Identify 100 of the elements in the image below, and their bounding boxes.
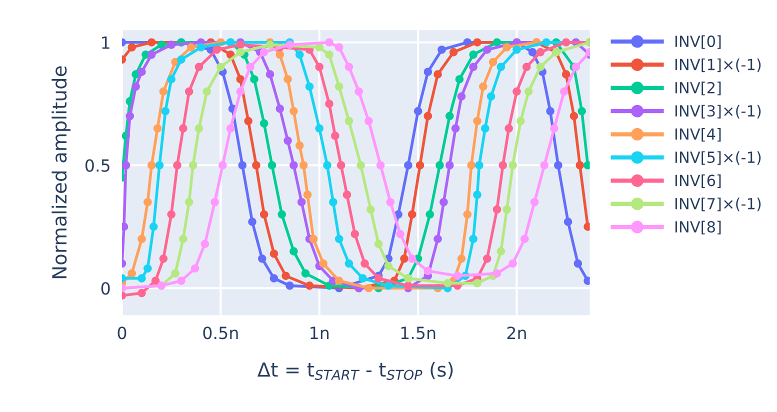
point	[161, 107, 170, 116]
point	[457, 92, 466, 101]
point	[436, 161, 444, 170]
point	[138, 68, 146, 76]
point	[171, 269, 180, 278]
point	[159, 254, 168, 263]
point	[480, 124, 490, 133]
y-axis-title: Normalized amplitude	[52, 66, 70, 278]
x-tick-label: 2n	[507, 326, 526, 339]
point	[325, 50, 334, 59]
legend-label: INV[8]	[675, 220, 721, 234]
legend-label: INV[5]×(-1)	[675, 151, 761, 165]
point	[554, 161, 562, 170]
point	[404, 282, 412, 290]
point	[334, 43, 344, 52]
point	[396, 230, 404, 238]
legend-label: INV[3]×(-1)	[675, 104, 761, 118]
point	[244, 116, 252, 126]
point	[138, 288, 146, 298]
point	[364, 116, 373, 126]
point	[276, 50, 284, 59]
point	[570, 112, 578, 120]
point	[560, 87, 568, 96]
point	[330, 132, 340, 140]
legend-label: INV[4]	[675, 128, 721, 142]
point	[157, 40, 166, 49]
point	[576, 161, 584, 170]
point	[492, 38, 502, 47]
point	[238, 161, 247, 170]
point	[562, 70, 570, 78]
point	[216, 62, 225, 72]
point	[290, 161, 298, 170]
point	[270, 274, 278, 282]
point	[408, 254, 416, 263]
point	[438, 46, 446, 54]
point	[408, 210, 416, 219]
point	[184, 198, 194, 206]
point	[177, 55, 186, 64]
point	[492, 205, 502, 214]
point	[449, 48, 458, 56]
point	[190, 264, 200, 273]
point	[469, 62, 478, 72]
point	[258, 254, 266, 263]
point	[179, 234, 188, 244]
point	[455, 75, 464, 84]
point	[508, 161, 517, 170]
legend-label: INV[0]	[675, 35, 721, 49]
y-tick-label: 0.5	[85, 159, 110, 172]
point	[155, 161, 164, 170]
point	[301, 269, 310, 278]
point	[315, 124, 324, 133]
point	[236, 40, 245, 49]
point	[315, 43, 324, 52]
point	[315, 62, 324, 72]
point	[482, 46, 492, 54]
legend-label: INV[7]×(-1)	[675, 198, 761, 212]
point	[309, 234, 318, 244]
point	[498, 161, 508, 170]
point	[266, 70, 274, 78]
point	[147, 38, 156, 47]
point	[286, 282, 294, 290]
point	[496, 62, 506, 72]
point	[149, 222, 158, 231]
point	[424, 112, 432, 120]
point	[492, 269, 502, 278]
point	[276, 104, 284, 113]
point	[250, 75, 258, 84]
point	[290, 107, 298, 116]
point	[440, 198, 448, 206]
point	[212, 46, 221, 54]
point	[167, 210, 176, 219]
point	[334, 82, 344, 91]
point	[246, 62, 254, 72]
point	[196, 43, 206, 52]
point	[496, 247, 506, 256]
point	[143, 198, 152, 206]
point	[366, 205, 375, 214]
point	[325, 100, 334, 108]
point	[252, 161, 260, 170]
point	[512, 46, 521, 54]
point	[467, 161, 476, 170]
point	[284, 136, 292, 145]
x-tick-label: 0	[118, 326, 126, 340]
point	[578, 107, 586, 116]
point	[516, 116, 525, 126]
point	[336, 161, 346, 170]
point	[266, 40, 274, 49]
point	[153, 124, 162, 133]
point	[177, 276, 186, 285]
point	[122, 161, 130, 170]
point	[502, 43, 512, 52]
point	[202, 87, 212, 96]
point	[200, 240, 210, 248]
point	[167, 75, 176, 84]
point	[138, 274, 146, 282]
point	[147, 50, 156, 59]
point	[334, 276, 344, 285]
point	[126, 112, 134, 120]
point	[128, 43, 136, 52]
point	[260, 210, 268, 219]
